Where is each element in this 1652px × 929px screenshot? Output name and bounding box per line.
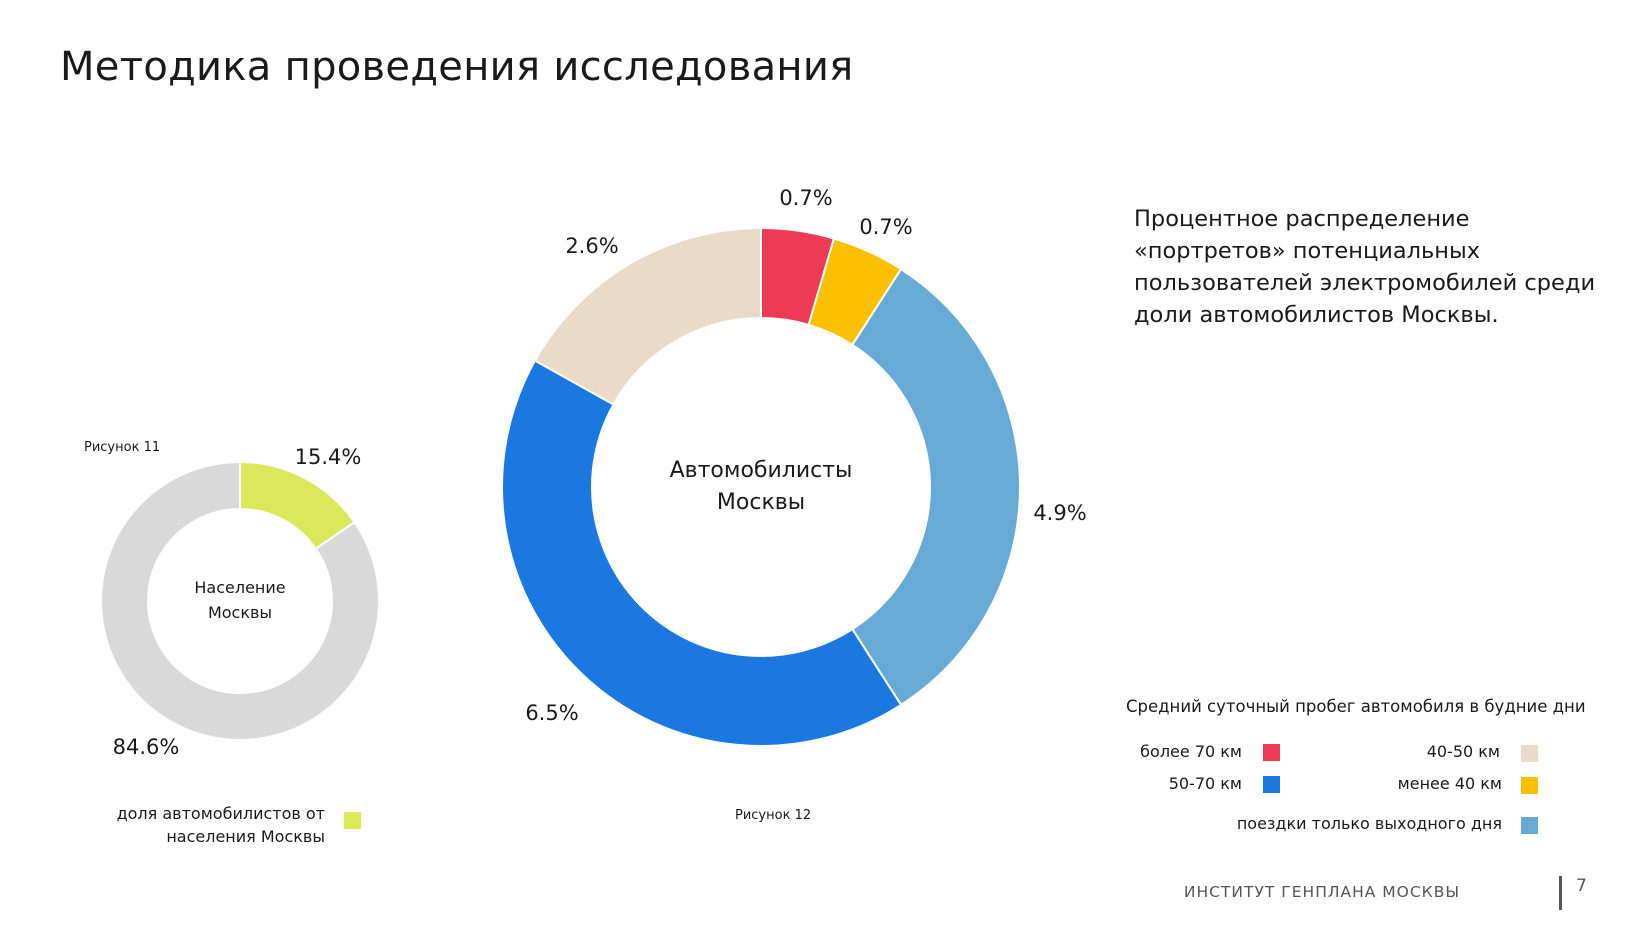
legend-swatch-50-70: [1263, 776, 1280, 793]
legend-title: Средний суточный пробег автомобиля в буд…: [1126, 697, 1586, 716]
donut-slice-2: [850, 267, 1021, 707]
footer-organization: ИНСТИТУТ ГЕНПЛАНА МОСКВЫ: [1183, 883, 1460, 901]
legend-item-over-70: более 70 км: [1140, 742, 1242, 761]
center-label-line-1: Москвы: [717, 490, 805, 515]
motorists-donut: 0.7% 0.7% 4.9% 6.5% 2.6% Автомобилисты Москвы: [500, 186, 1087, 747]
data-label-1: 84.6%: [113, 735, 180, 759]
legend-swatch-under-40: [1521, 777, 1538, 794]
legend-item-40-50: 40-50 км: [1426, 742, 1500, 761]
figure-label-11: Рисунок 11: [84, 440, 161, 455]
data-label-3: 6.5%: [525, 701, 578, 725]
figure-label-12: Рисунок 12: [735, 808, 812, 823]
data-label-1: 0.7%: [859, 215, 912, 239]
legend-item-50-70: 50-70 км: [1168, 774, 1242, 793]
data-label-2: 4.9%: [1033, 501, 1086, 525]
footer-divider: [1559, 876, 1562, 910]
legend-item-motorists-share: доля автомобилистов от населения Москвы: [116, 804, 325, 846]
page-title: Методика проведения исследования: [60, 44, 854, 90]
center-label-line-1: Москвы: [208, 603, 272, 622]
donut-slice-1: [100, 460, 380, 741]
legend-swatch-over-70: [1263, 744, 1280, 761]
chart-description: Процентное распределение «портретов» пот…: [1134, 206, 1596, 328]
population-donut: 15.4% 84.6% Население Москвы: [100, 445, 380, 759]
center-label-line-0: Население: [194, 578, 285, 597]
donut-slice-4: [533, 226, 762, 406]
legend-swatch-40-50: [1521, 745, 1538, 762]
data-label-0: 0.7%: [779, 186, 832, 210]
data-label-4: 2.6%: [565, 234, 618, 258]
legend-item-under-40: менее 40 км: [1397, 774, 1502, 793]
legend-swatch-weekend-only: [1521, 817, 1538, 834]
legend-swatch-motorists-share: [344, 812, 361, 829]
page-number: 7: [1576, 876, 1587, 896]
donut-slice-3: [500, 359, 903, 747]
center-label-line-0: Автомобилисты: [670, 458, 853, 483]
legend-item-weekend-only: поездки только выходного дня: [1236, 814, 1502, 833]
data-label-0: 15.4%: [295, 445, 362, 469]
